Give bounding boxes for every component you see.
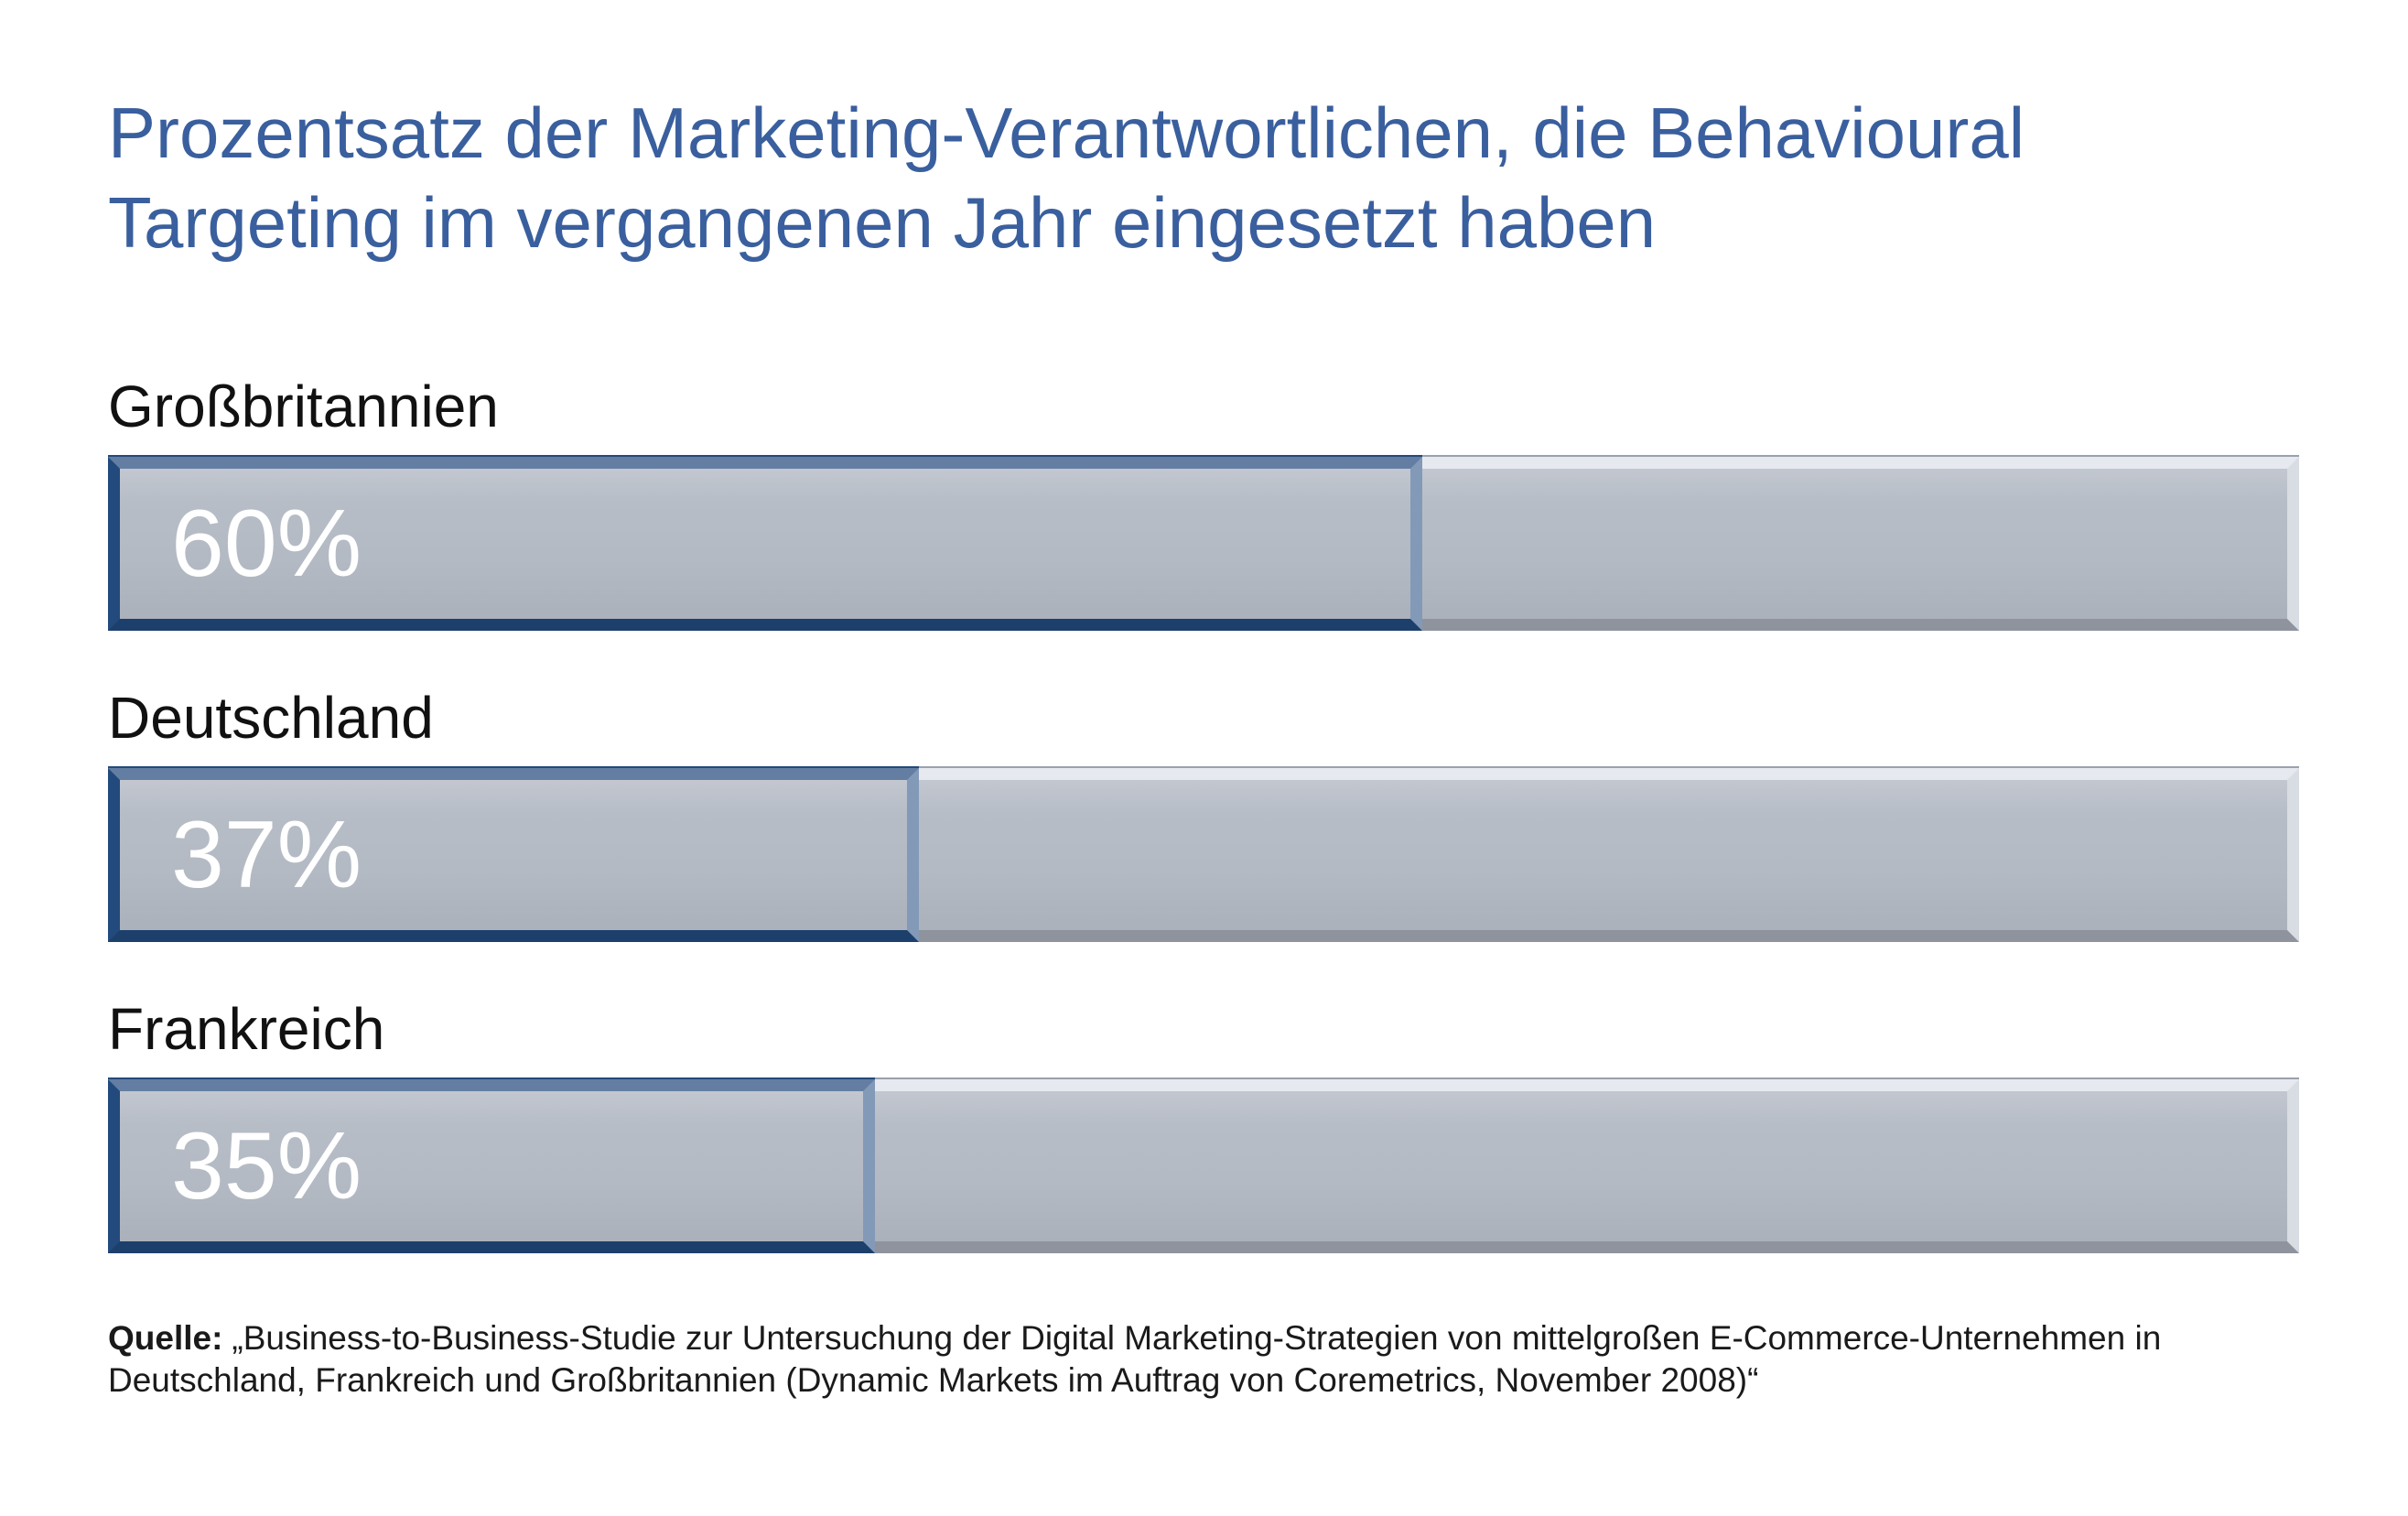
source-note: Quelle: „Business-to-Business-Studie zur …	[108, 1317, 2222, 1402]
bar-fill-grossbritannien: 60%	[108, 457, 1423, 631]
chart-title: Prozentsatz der Marketing-Verantwortlich…	[108, 92, 2025, 263]
bar-value-grossbritannien: 60%	[171, 491, 362, 597]
bar-label-frankreich: Frankreich	[108, 996, 385, 1062]
bar-row-deutschland: 37%	[108, 768, 2299, 942]
bar-track	[108, 457, 2299, 631]
source-text: „Business-to-Business-Studie zur Untersu…	[108, 1319, 2162, 1399]
bar-value-deutschland: 37%	[171, 802, 362, 908]
bar-group-grossbritannien: Großbritannien 60%	[108, 373, 2299, 631]
bar-label-deutschland: Deutschland	[108, 685, 434, 751]
bar-fill-frankreich: 35%	[108, 1079, 875, 1253]
bar-row-grossbritannien: 60%	[108, 457, 2299, 631]
bar-group-deutschland: Deutschland 37%	[108, 684, 2299, 942]
source-label: Quelle:	[108, 1319, 223, 1357]
bar-value-frankreich: 35%	[171, 1113, 362, 1219]
bar-row-frankreich: 35%	[108, 1079, 2299, 1253]
bar-label-grossbritannien: Großbritannien	[108, 374, 499, 439]
bar-group-frankreich: Frankreich 35%	[108, 995, 2299, 1253]
bar-fill-deutschland: 37%	[108, 768, 919, 942]
